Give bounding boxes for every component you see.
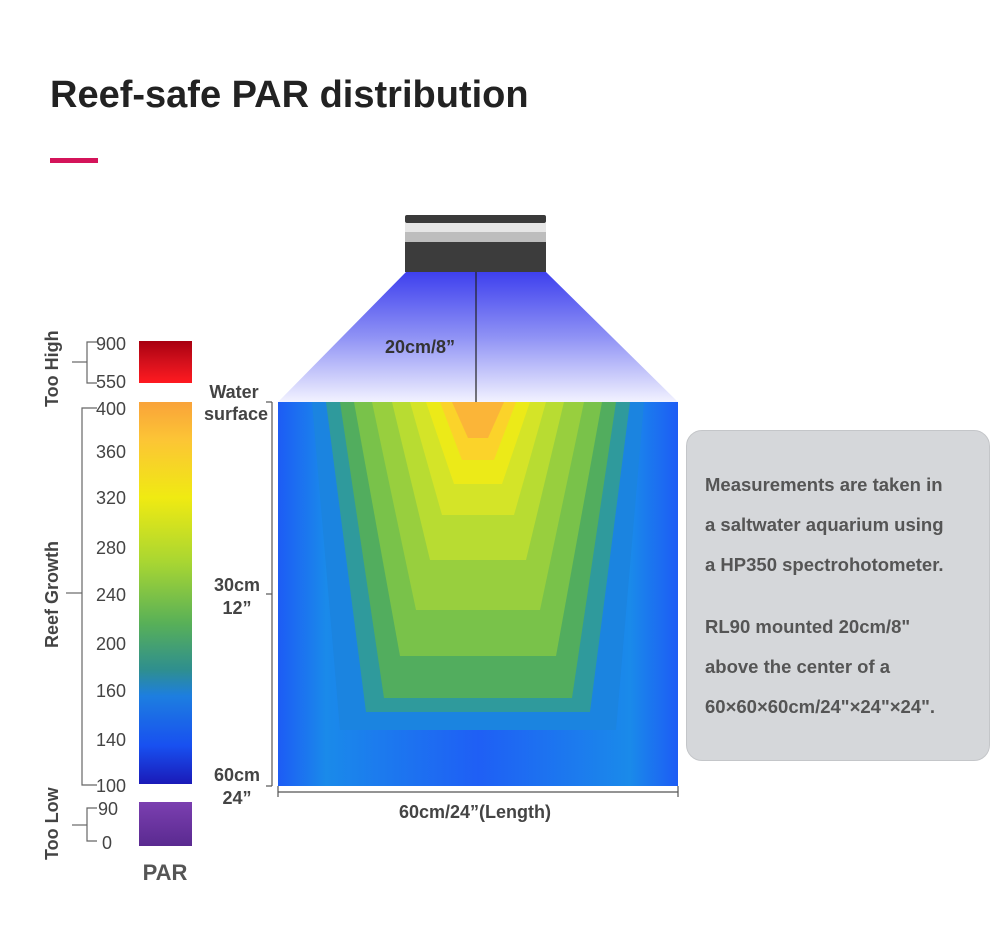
tick-label: 280	[96, 538, 126, 558]
bottom-depth-label: 60cm	[214, 765, 260, 785]
tank-axes	[266, 401, 679, 797]
too-low-bar	[139, 802, 192, 846]
info-text: a saltwater aquarium using	[705, 514, 944, 535]
tank-par-map	[278, 402, 678, 786]
tick-label: 400	[96, 399, 126, 419]
zone-label-too-high: Too High	[42, 330, 62, 407]
mid-depth-label: 12”	[222, 598, 251, 618]
info-text: RL90 mounted 20cm/8"	[705, 616, 911, 637]
par-unit-label: PAR	[143, 860, 188, 885]
light-cone	[278, 272, 678, 402]
info-panel: Measurements are taken in a saltwater aq…	[686, 430, 990, 761]
tick-label: 240	[96, 585, 126, 605]
info-text: Measurements are taken in	[705, 474, 943, 495]
tick-label: 550	[96, 372, 126, 392]
tick-label: 360	[96, 442, 126, 462]
mid-depth-label: 30cm	[214, 575, 260, 595]
info-text: 60×60×60cm/24"×24"×24".	[705, 696, 936, 717]
tick-labels: 900 550 400 360 320 280 240 200 160 140 …	[96, 334, 126, 853]
tick-label: 0	[102, 833, 112, 853]
too-high-bar	[139, 341, 192, 383]
tick-label: 900	[96, 334, 126, 354]
light-fixture	[405, 215, 546, 272]
length-label: 60cm/24”(Length)	[399, 802, 551, 822]
distance-label: 20cm/8”	[385, 337, 455, 357]
tick-label: 100	[96, 776, 126, 796]
zone-label-too-low: Too Low	[42, 786, 62, 860]
water-surface-label: Water	[209, 382, 258, 402]
tick-label: 200	[96, 634, 126, 654]
info-text: above the center of a	[705, 656, 891, 677]
accent-bar	[50, 158, 98, 163]
zone-brackets	[66, 341, 97, 842]
zone-label-reef-growth: Reef Growth	[42, 541, 62, 648]
tick-label: 140	[96, 730, 126, 750]
tick-label: 90	[98, 799, 118, 819]
water-surface-label: surface	[204, 404, 268, 424]
page-title: Reef-safe PAR distribution	[50, 74, 529, 116]
reef-growth-bar	[139, 402, 192, 784]
bottom-depth-label: 24”	[222, 788, 251, 808]
tick-label: 320	[96, 488, 126, 508]
info-text: a HP350 spectrohotometer.	[705, 554, 944, 575]
tick-label: 160	[96, 681, 126, 701]
